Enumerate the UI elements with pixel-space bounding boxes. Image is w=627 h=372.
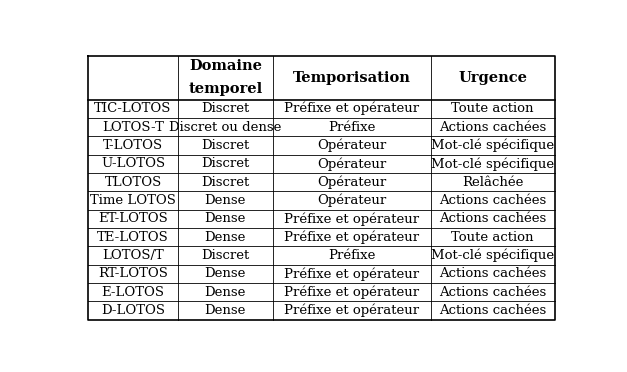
Text: Urgence: Urgence [458,71,527,85]
Text: Dense: Dense [204,286,246,299]
Text: Discret ou dense: Discret ou dense [169,121,282,134]
Text: Actions cachées: Actions cachées [439,267,546,280]
Text: LOTOS/T: LOTOS/T [102,249,164,262]
Text: Préfixe et opérateur: Préfixe et opérateur [284,212,419,225]
Text: Discret: Discret [201,249,250,262]
Text: Actions cachées: Actions cachées [439,286,546,299]
Text: RT-LOTOS: RT-LOTOS [98,267,168,280]
Text: Mot-clé spécifique: Mot-clé spécifique [431,139,554,152]
Text: TLOTOS: TLOTOS [105,176,162,189]
Text: Préfixe et opérateur: Préfixe et opérateur [284,230,419,244]
Text: Actions cachées: Actions cachées [439,121,546,134]
Text: Préfixe: Préfixe [328,121,376,134]
Text: TE-LOTOS: TE-LOTOS [97,231,169,244]
Text: Dense: Dense [204,212,246,225]
Text: Opérateur: Opérateur [317,194,386,207]
Text: Toute action: Toute action [451,102,534,115]
Text: Actions cachées: Actions cachées [439,212,546,225]
Text: ET-LOTOS: ET-LOTOS [98,212,168,225]
Text: U-LOTOS: U-LOTOS [101,157,165,170]
Text: Dense: Dense [204,231,246,244]
Text: Temporisation: Temporisation [293,71,411,85]
Text: Préfixe et opérateur: Préfixe et opérateur [284,102,419,115]
Text: Mot-clé spécifique: Mot-clé spécifique [431,249,554,262]
Text: Toute action: Toute action [451,231,534,244]
Text: D-LOTOS: D-LOTOS [101,304,165,317]
Text: Actions cachées: Actions cachées [439,304,546,317]
Text: Discret: Discret [201,176,250,189]
Text: Discret: Discret [201,102,250,115]
Text: Dense: Dense [204,267,246,280]
Text: Opérateur: Opérateur [317,139,386,152]
Text: Dense: Dense [204,304,246,317]
Text: Relâchée: Relâchée [462,176,524,189]
Text: Opérateur: Opérateur [317,175,386,189]
Text: TIC-LOTOS: TIC-LOTOS [94,102,172,115]
Text: Domaine
temporel: Domaine temporel [188,60,263,96]
Text: Actions cachées: Actions cachées [439,194,546,207]
Text: Discret: Discret [201,139,250,152]
Text: Préfixe et opérateur: Préfixe et opérateur [284,285,419,299]
Text: Discret: Discret [201,157,250,170]
Text: Time LOTOS: Time LOTOS [90,194,176,207]
Text: Dense: Dense [204,194,246,207]
Text: Préfixe: Préfixe [328,249,376,262]
Text: T-LOTOS: T-LOTOS [103,139,163,152]
Text: E-LOTOS: E-LOTOS [102,286,164,299]
Text: Préfixe et opérateur: Préfixe et opérateur [284,267,419,280]
Text: LOTOS-T: LOTOS-T [102,121,164,134]
Text: Préfixe et opérateur: Préfixe et opérateur [284,304,419,317]
Text: Opérateur: Opérateur [317,157,386,170]
Text: Mot-clé spécifique: Mot-clé spécifique [431,157,554,170]
